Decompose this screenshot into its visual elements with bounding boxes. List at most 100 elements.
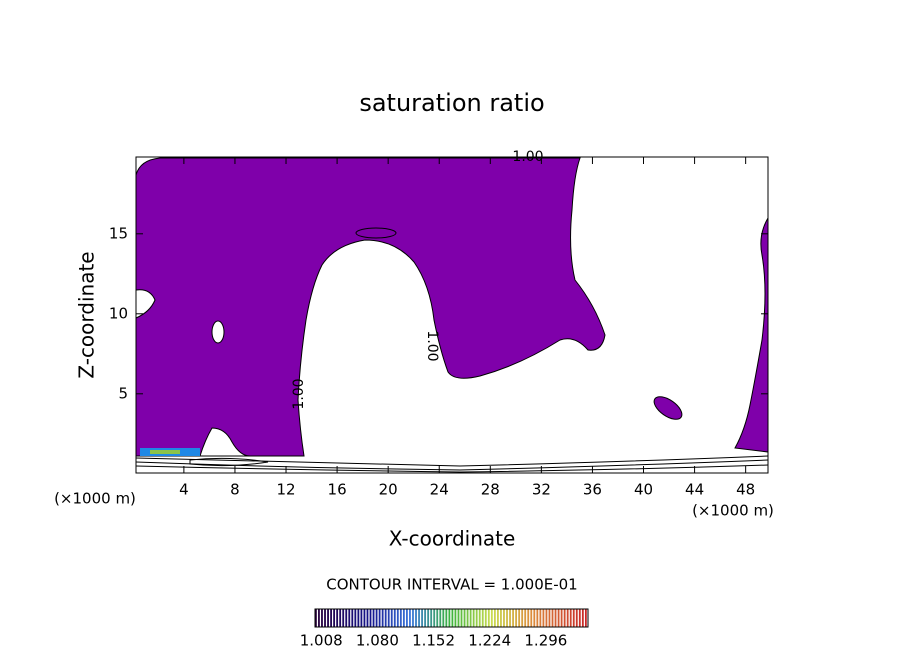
colorbar-cell (478, 609, 481, 627)
colorbar-cell (572, 609, 575, 627)
colorbar-cell (454, 609, 457, 627)
colorbar-cell (460, 609, 463, 627)
colorbar-cell (406, 609, 408, 627)
colorbar-cell (463, 609, 466, 627)
colorbar-cell (436, 609, 439, 627)
colorbar-cell (315, 609, 317, 627)
x-tick-label: 20 (379, 481, 398, 499)
saturated-region (734, 216, 769, 453)
colorbar-cell (348, 609, 351, 627)
colorbar-cell (433, 609, 436, 627)
colorbar-cell (372, 609, 375, 627)
colorbar-cell (554, 609, 557, 627)
colorbar-cell (569, 609, 572, 627)
surface-contours (135, 455, 769, 473)
colorbar-cell (384, 609, 387, 627)
colorbar-cell (563, 609, 566, 627)
colorbar-cell (560, 609, 563, 627)
colorbar-cell (487, 609, 490, 627)
colorbar-cell (484, 609, 487, 627)
x-tick-label: 16 (328, 481, 347, 499)
cloud-cap (355, 227, 397, 239)
colorbar-cell (578, 609, 581, 627)
colorbar-cell (548, 609, 551, 627)
colorbar-cell (518, 609, 521, 627)
colorbar-cell (442, 609, 445, 627)
colorbar-tick-label: 1.296 (524, 632, 567, 650)
colorbar-cell (396, 609, 399, 627)
colorbar-tick-label: 1.224 (468, 632, 511, 650)
colorbar-cell (375, 609, 378, 627)
x-unit-label: (×1000 m) (692, 502, 774, 520)
saturated-region (653, 396, 683, 420)
colorbar-cell (533, 609, 536, 627)
x-tick-label: 8 (230, 481, 240, 499)
colorbar-cell (551, 609, 554, 627)
colorbar-cell (575, 609, 578, 627)
saturated-region (135, 157, 606, 457)
colorbar-cell (509, 609, 511, 627)
colorbar-cell (557, 609, 560, 627)
colorbar-cell (360, 609, 363, 627)
plot-frame (135, 156, 769, 474)
colorbar-cell (393, 609, 396, 627)
dry-pocket (199, 427, 251, 457)
colorbar-cell (451, 609, 454, 627)
colorbar-tick-label: 1.152 (412, 632, 455, 650)
dry-pocket (135, 289, 156, 319)
colorbar-cell (381, 609, 384, 627)
colorbar-cell (524, 609, 527, 627)
colorbar-cell (521, 609, 524, 627)
colorbar-cell (566, 609, 569, 627)
x-unit-label: (×1000 m) (54, 490, 136, 508)
colorbar-cell (330, 609, 332, 627)
colorbar-cell (503, 609, 505, 627)
colorbar-cell (448, 609, 451, 627)
contour-label: 1.00 (424, 330, 440, 361)
colorbar-cell (545, 609, 548, 627)
x-tick-label: 4 (179, 481, 189, 499)
x-tick-label: 32 (532, 481, 551, 499)
colorbar-cell (457, 609, 460, 627)
chart-title: saturation ratio (359, 89, 544, 117)
colorbar-cell (430, 609, 433, 627)
x-tick-label: 28 (481, 481, 500, 499)
colorbar-cell (581, 609, 584, 627)
colorbar-cell (421, 609, 423, 627)
colorbar-cell (466, 609, 469, 627)
y-tick-label: 10 (109, 304, 128, 322)
y-tick-label: 15 (109, 224, 128, 242)
colorbar-cell (542, 609, 545, 627)
colorbar-cell (378, 609, 381, 627)
x-tick-label: 36 (583, 481, 602, 499)
colorbar-cell (475, 609, 478, 627)
x-tick-label: 48 (736, 481, 755, 499)
colorbar-cell (418, 609, 420, 627)
colorbar-cell (536, 609, 539, 627)
colorbar-cell (497, 609, 499, 627)
plot-area (135, 156, 769, 474)
colorbar-cell (530, 609, 533, 627)
colorbar-cell (493, 609, 496, 627)
colorbar-cell (357, 609, 360, 627)
colorbar-cell (324, 609, 326, 627)
x-tick-label: 12 (276, 481, 295, 499)
colorbar-cell (354, 609, 357, 627)
colorbar-cell (345, 609, 348, 627)
x-axis-label: X-coordinate (389, 527, 516, 551)
colorbar-cell (402, 609, 405, 627)
colorbar-cell (512, 609, 514, 627)
colorbar-cell (327, 609, 329, 627)
colorbar-cell (351, 609, 354, 627)
colorbar-cell (369, 609, 372, 627)
colorbar-tick-label: 1.080 (356, 632, 399, 650)
colorbar-cell (472, 609, 475, 627)
x-tick-label: 40 (634, 481, 653, 499)
y-axis-label: Z-coordinate (75, 251, 99, 378)
colorbar-cell (539, 609, 542, 627)
x-tick-label: 44 (685, 481, 704, 499)
colorbar-cell (412, 609, 414, 627)
colorbar-tick-label: 1.008 (300, 632, 343, 650)
colorbar-cell (363, 609, 366, 627)
